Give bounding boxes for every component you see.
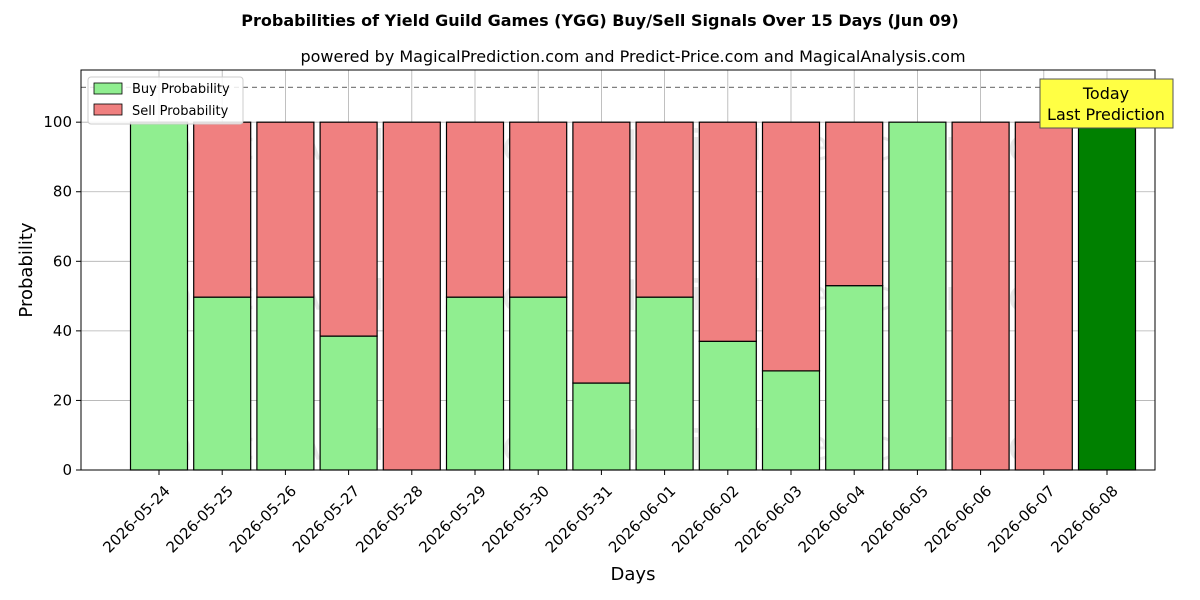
x-tick-label: 2026-06-07 <box>984 482 1058 556</box>
x-tick-label: 2026-05-30 <box>479 482 553 556</box>
buy-bar <box>888 121 947 471</box>
today-annotation-line2: Last Prediction <box>1047 105 1165 124</box>
x-tick-label: 2026-06-04 <box>795 482 869 556</box>
legend: Buy Probability Sell Probability <box>87 76 244 125</box>
x-tick-label: 2026-05-25 <box>163 482 237 556</box>
buy-bar <box>698 340 757 471</box>
y-tick-label: 100 <box>43 113 72 131</box>
x-tick-label: 2026-05-26 <box>226 482 300 556</box>
today-annotation: Today Last Prediction <box>1039 78 1174 129</box>
plot-frame <box>80 69 1156 471</box>
sell-bar <box>382 121 441 471</box>
x-tick-label: 2026-06-08 <box>1047 482 1121 556</box>
sell-bar <box>572 121 631 384</box>
sell-bar <box>761 121 821 372</box>
x-tick-label: 2026-06-05 <box>858 482 932 556</box>
sell-bar <box>1014 121 1073 471</box>
x-tick-label: 2026-05-28 <box>352 482 426 556</box>
buy-bar <box>445 296 505 471</box>
buy-bar <box>761 370 821 471</box>
sell-bar <box>193 121 252 298</box>
x-tick-label: 2026-05-24 <box>99 482 173 556</box>
x-tick-label: 2026-06-02 <box>668 482 742 556</box>
buy-bar <box>509 296 568 471</box>
buy-bar <box>825 285 884 471</box>
x-axis-label: Days <box>611 564 656 585</box>
x-tick-label: 2026-06-01 <box>605 482 679 556</box>
legend-buy-label: Buy Probability <box>132 82 230 97</box>
y-tick-label: 80 <box>53 183 72 201</box>
bars <box>129 121 1137 471</box>
x-tick-label: 2026-05-27 <box>289 482 363 556</box>
y-axis-label: Probability <box>16 222 37 317</box>
buy-bar <box>635 296 694 471</box>
y-tick-label: 0 <box>62 461 72 479</box>
sell-bar <box>256 121 315 298</box>
x-tick-label: 2026-06-03 <box>731 482 805 556</box>
buy-bar <box>319 335 378 471</box>
buy-bar <box>129 121 189 471</box>
x-tick-label: 2026-06-06 <box>921 482 995 556</box>
x-tick-label: 2026-05-29 <box>415 482 489 556</box>
y-tick-label: 60 <box>53 252 72 270</box>
x-tick-label: 2026-05-31 <box>542 482 616 556</box>
legend-sell-label: Sell Probability <box>132 104 229 119</box>
legend-buy-swatch <box>93 82 123 95</box>
sell-bar <box>445 121 505 298</box>
sell-bar <box>825 121 884 287</box>
sell-bar <box>635 121 694 298</box>
sell-bar <box>319 121 378 337</box>
legend-sell-swatch <box>93 103 123 116</box>
today-annotation-box <box>1039 78 1174 129</box>
buy-bar <box>193 296 252 471</box>
chart-title: Probabilities of Yield Guild Games (YGG)… <box>241 11 958 30</box>
chart-subtitle: powered by MagicalPrediction.com and Pre… <box>300 47 965 66</box>
y-tick-label: 40 <box>53 322 72 340</box>
buy-bar <box>572 382 631 471</box>
sell-bar <box>698 121 757 342</box>
buy-bar <box>256 296 315 471</box>
today-annotation-line1: Today <box>1082 84 1129 103</box>
buy-bar <box>1077 121 1137 471</box>
sell-bar <box>951 121 1010 471</box>
sell-bar <box>509 121 568 298</box>
legend-box <box>87 76 244 125</box>
y-tick-label: 20 <box>53 391 72 409</box>
